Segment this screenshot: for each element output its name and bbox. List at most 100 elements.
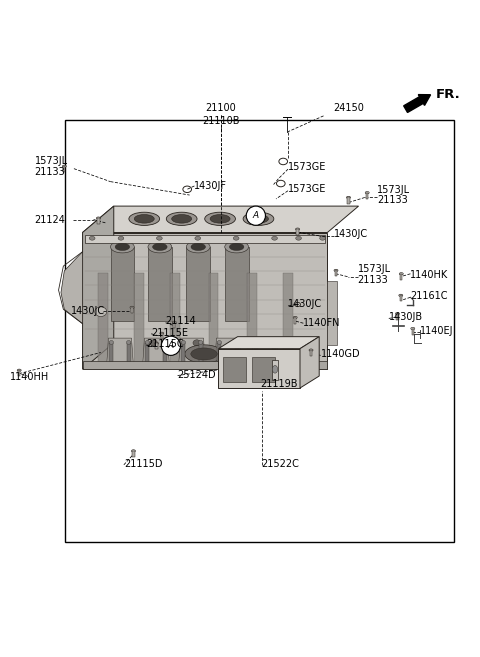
Polygon shape (218, 336, 319, 349)
Text: 1430JC: 1430JC (71, 306, 105, 316)
Bar (396, 313, 398, 320)
Bar (400, 296, 402, 302)
Ellipse shape (181, 340, 185, 344)
Ellipse shape (161, 336, 180, 355)
Text: 21161C: 21161C (410, 291, 448, 302)
Ellipse shape (118, 237, 124, 240)
Ellipse shape (193, 340, 201, 346)
Ellipse shape (210, 215, 230, 223)
Polygon shape (223, 357, 246, 382)
Polygon shape (186, 247, 210, 321)
Polygon shape (300, 336, 319, 388)
Polygon shape (109, 343, 113, 367)
Polygon shape (272, 359, 278, 380)
Text: 25124D: 25124D (178, 370, 216, 380)
Bar (63, 166, 65, 172)
Ellipse shape (17, 369, 21, 371)
Polygon shape (98, 273, 108, 367)
Ellipse shape (236, 340, 244, 346)
Ellipse shape (396, 313, 399, 315)
Text: FR.: FR. (436, 88, 461, 101)
Polygon shape (163, 343, 167, 367)
Ellipse shape (150, 340, 157, 346)
Ellipse shape (195, 237, 201, 240)
Ellipse shape (229, 243, 244, 250)
Ellipse shape (129, 212, 159, 225)
Ellipse shape (115, 243, 130, 250)
Ellipse shape (191, 348, 217, 360)
Text: 24150: 24150 (334, 103, 364, 114)
Polygon shape (145, 343, 149, 367)
Polygon shape (107, 338, 133, 367)
Ellipse shape (399, 273, 403, 275)
Text: 21115D: 21115D (124, 459, 162, 469)
Polygon shape (217, 343, 221, 367)
Ellipse shape (89, 237, 95, 240)
Ellipse shape (411, 327, 415, 330)
Ellipse shape (272, 340, 276, 344)
Ellipse shape (166, 212, 197, 225)
Text: 1140FN: 1140FN (303, 318, 341, 328)
Polygon shape (134, 273, 144, 367)
Ellipse shape (272, 365, 277, 373)
Ellipse shape (62, 165, 66, 168)
Polygon shape (272, 343, 276, 367)
Polygon shape (143, 338, 169, 367)
Polygon shape (252, 357, 275, 382)
Text: 1430JB: 1430JB (389, 312, 423, 322)
Polygon shape (235, 343, 239, 367)
Ellipse shape (132, 450, 135, 452)
Ellipse shape (249, 215, 268, 223)
Polygon shape (83, 361, 327, 369)
Polygon shape (225, 247, 249, 321)
Text: 1140HK: 1140HK (410, 270, 449, 280)
Text: 1573JL
21133: 1573JL 21133 (377, 185, 410, 206)
Text: 1573GE: 1573GE (288, 185, 326, 194)
Text: 21119B: 21119B (261, 378, 298, 389)
Polygon shape (283, 273, 293, 367)
Ellipse shape (293, 316, 297, 319)
Ellipse shape (309, 349, 313, 351)
Polygon shape (209, 273, 218, 367)
Ellipse shape (243, 212, 274, 225)
Ellipse shape (217, 340, 221, 344)
Bar (18, 371, 20, 376)
Ellipse shape (199, 340, 203, 344)
Polygon shape (83, 206, 114, 369)
Ellipse shape (109, 340, 113, 344)
Bar (310, 350, 312, 356)
Bar (348, 198, 349, 204)
Text: 21114: 21114 (166, 316, 196, 326)
Ellipse shape (279, 340, 287, 346)
Polygon shape (181, 343, 185, 367)
Ellipse shape (145, 340, 149, 344)
Ellipse shape (130, 306, 134, 309)
FancyArrow shape (404, 95, 431, 112)
Bar (400, 274, 402, 280)
Bar (161, 333, 163, 340)
Bar (335, 271, 337, 277)
Polygon shape (127, 343, 131, 367)
Bar (156, 344, 157, 350)
Text: 1140EJ: 1140EJ (420, 327, 454, 336)
Ellipse shape (127, 340, 131, 344)
Text: 1430JF: 1430JF (194, 181, 228, 191)
Ellipse shape (365, 191, 369, 194)
Text: 1573GE: 1573GE (288, 162, 326, 172)
Ellipse shape (246, 206, 265, 225)
Ellipse shape (296, 228, 300, 231)
Polygon shape (170, 273, 180, 367)
Bar (97, 218, 99, 224)
Ellipse shape (134, 215, 154, 223)
Ellipse shape (204, 212, 235, 225)
Text: 21110B: 21110B (202, 116, 240, 126)
Ellipse shape (334, 269, 338, 271)
Text: 21100: 21100 (205, 103, 236, 114)
Text: 1430JC: 1430JC (288, 299, 322, 309)
Bar (131, 307, 133, 313)
Ellipse shape (95, 307, 107, 317)
Bar (412, 328, 414, 334)
Ellipse shape (191, 243, 205, 250)
Polygon shape (83, 233, 327, 369)
Text: 1140GD: 1140GD (321, 350, 360, 359)
